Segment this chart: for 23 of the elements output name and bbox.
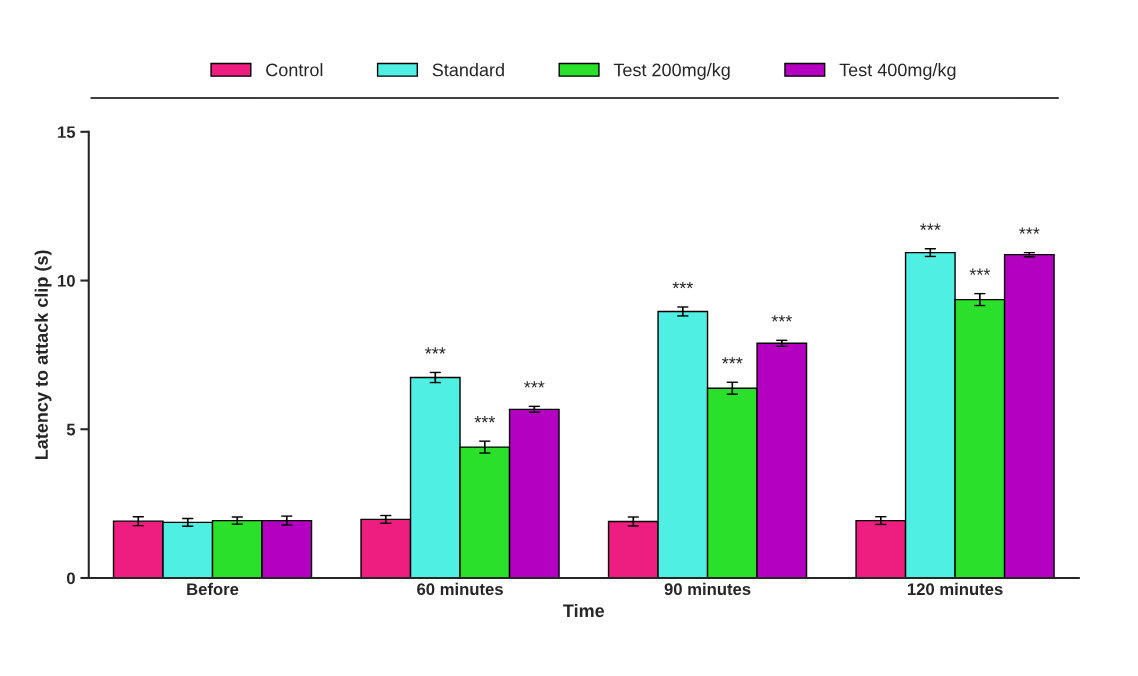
x-tick-label: Before (187, 582, 239, 596)
y-tick-label: 0 (66, 572, 75, 585)
data-label: *** (474, 416, 496, 423)
data-label: *** (1019, 227, 1040, 234)
x-axis-title: Time (563, 603, 605, 618)
y-tick-label: 10 (58, 274, 75, 287)
data-label: *** (722, 357, 743, 364)
y-axis-title: Latency to attack clip (s) (34, 250, 52, 460)
y-tick-label: 5 (66, 423, 76, 436)
data-label: *** (920, 223, 941, 230)
y-tick-label: 15 (58, 126, 76, 139)
data-label: *** (969, 268, 991, 275)
data-label: *** (771, 315, 793, 322)
legend-label: Test 400mg/kg (839, 63, 956, 80)
legend-label: Control (266, 63, 323, 77)
data-label: *** (672, 281, 694, 289)
x-tick-label: 60 minutes (417, 582, 503, 596)
legend-label: Standard (432, 63, 504, 77)
legend-label: Test 200mg/kg (613, 63, 730, 80)
x-tick-label: 120 minutes (907, 582, 1003, 596)
x-tick-label: 90 minutes (664, 582, 751, 596)
data-label: *** (425, 347, 446, 354)
data-label: *** (524, 381, 545, 388)
